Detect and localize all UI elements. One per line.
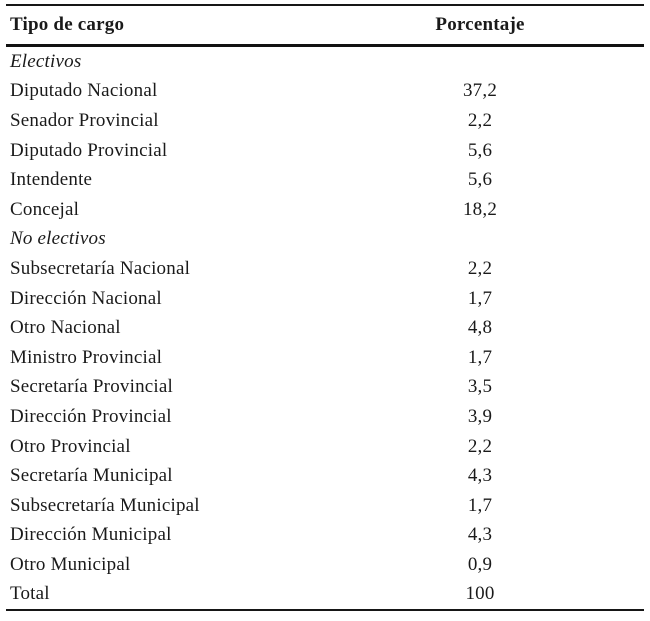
- table-row: Diputado Nacional 37,2: [6, 77, 644, 107]
- row-value: 4,3: [467, 524, 493, 546]
- row-label: Subsecretaría Municipal: [10, 494, 200, 516]
- table-row: Ministro Provincial 1,7: [6, 343, 644, 373]
- row-label: Dirección Municipal: [10, 524, 172, 546]
- row-value: 1,7: [467, 287, 493, 309]
- section-row: Electivos: [6, 47, 644, 77]
- row-label: Total: [10, 583, 50, 605]
- row-value: 2,2: [467, 435, 493, 457]
- table-row: Diputado Provincial 5,6: [6, 136, 644, 166]
- table-row: Dirección Provincial 3,9: [6, 402, 644, 432]
- table-row: Intendente 5,6: [6, 165, 644, 195]
- table-row: Dirección Nacional 1,7: [6, 284, 644, 314]
- row-label: Senador Provincial: [10, 109, 159, 131]
- row-label: Diputado Nacional: [10, 80, 158, 102]
- table-row: Secretaría Municipal 4,3: [6, 461, 644, 491]
- row-label: Concejal: [10, 198, 80, 220]
- cargo-percentage-table: Tipo de cargo Porcentaje Electivos Diputa…: [6, 4, 644, 612]
- row-value: 5,6: [467, 139, 493, 161]
- table-row: Otro Nacional 4,8: [6, 313, 644, 343]
- row-value: 37,2: [462, 80, 498, 102]
- table-row: Total 100: [6, 580, 644, 610]
- row-value: 3,5: [467, 376, 493, 398]
- row-label: Otro Nacional: [10, 317, 121, 339]
- row-value: 0,9: [467, 553, 493, 575]
- table-row: Dirección Municipal 4,3: [6, 521, 644, 551]
- table-body: Electivos Diputado Nacional 37,2 Senador Pr…: [6, 47, 644, 609]
- row-label: Intendente: [10, 169, 93, 191]
- row-label: Dirección Nacional: [10, 287, 162, 309]
- row-label: Dirección Provincial: [10, 405, 172, 427]
- table-row: Concejal 18,2: [6, 195, 644, 225]
- row-value: 100: [465, 583, 495, 605]
- row-label: Electivos: [10, 50, 82, 72]
- row-value: 2,2: [467, 109, 493, 131]
- section-row: No electivos: [6, 225, 644, 255]
- row-label: Subsecretaría Nacional: [10, 257, 191, 279]
- row-label: Secretaría Provincial: [10, 376, 173, 398]
- row-value: 1,7: [467, 494, 493, 516]
- column-header-porcentaje: Porcentaje: [435, 14, 525, 35]
- table-row: Otro Municipal 0,9: [6, 550, 644, 580]
- table-row: Subsecretaría Nacional 2,2: [6, 254, 644, 284]
- row-value: 18,2: [462, 198, 498, 220]
- row-label: Diputado Provincial: [10, 139, 168, 161]
- row-value: 4,3: [467, 465, 493, 487]
- row-label: Otro Municipal: [10, 553, 131, 575]
- row-label: No electivos: [10, 228, 106, 250]
- table-row: Otro Provincial 2,2: [6, 432, 644, 462]
- table-header-row: Tipo de cargo Porcentaje: [6, 6, 644, 47]
- row-label: Ministro Provincial: [10, 346, 163, 368]
- row-value: 1,7: [467, 346, 493, 368]
- row-value: 2,2: [467, 257, 493, 279]
- row-value: 3,9: [467, 405, 493, 427]
- row-value: 4,8: [467, 317, 493, 339]
- table-row: Subsecretaría Municipal 1,7: [6, 491, 644, 521]
- table-row: Secretaría Provincial 3,5: [6, 373, 644, 403]
- row-label: Secretaría Municipal: [10, 465, 173, 487]
- table-row: Senador Provincial 2,2: [6, 106, 644, 136]
- row-value: 5,6: [467, 169, 493, 191]
- column-header-tipo-de-cargo: Tipo de cargo: [10, 14, 125, 35]
- row-label: Otro Provincial: [10, 435, 131, 457]
